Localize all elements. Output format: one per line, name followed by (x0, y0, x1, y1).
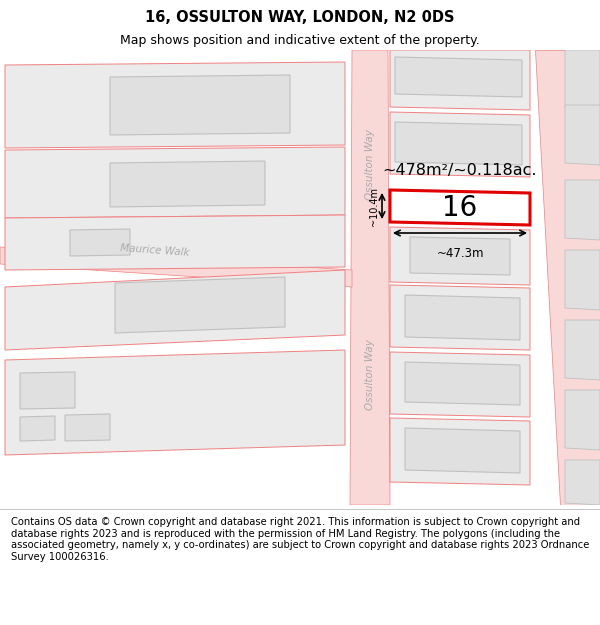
Polygon shape (70, 229, 130, 256)
Polygon shape (0, 247, 352, 287)
Text: Ossulton Way: Ossulton Way (365, 339, 375, 411)
Polygon shape (565, 250, 600, 310)
Polygon shape (395, 122, 522, 165)
Polygon shape (390, 227, 530, 285)
Text: 16, OSSULTON WAY, LONDON, N2 0DS: 16, OSSULTON WAY, LONDON, N2 0DS (145, 10, 455, 25)
Polygon shape (390, 50, 530, 110)
Polygon shape (390, 112, 530, 177)
Polygon shape (390, 418, 530, 485)
Text: Ossulton Way: Ossulton Way (365, 129, 375, 201)
Polygon shape (390, 190, 530, 225)
Polygon shape (535, 50, 600, 505)
Text: ~47.3m: ~47.3m (436, 247, 484, 260)
Polygon shape (5, 350, 345, 455)
Polygon shape (20, 416, 55, 441)
Polygon shape (565, 390, 600, 450)
Polygon shape (350, 50, 390, 505)
Polygon shape (390, 352, 530, 417)
Text: ~10.4m: ~10.4m (369, 186, 379, 226)
Polygon shape (390, 285, 530, 350)
Polygon shape (565, 105, 600, 165)
Text: Contains OS data © Crown copyright and database right 2021. This information is : Contains OS data © Crown copyright and d… (11, 517, 589, 562)
Polygon shape (410, 237, 510, 275)
Polygon shape (565, 460, 600, 505)
Polygon shape (65, 414, 110, 441)
Text: Maurice Walk: Maurice Walk (120, 242, 190, 258)
Text: ~478m²/~0.118ac.: ~478m²/~0.118ac. (383, 162, 537, 177)
Polygon shape (565, 50, 600, 110)
Polygon shape (405, 428, 520, 473)
Polygon shape (110, 161, 265, 207)
Polygon shape (5, 215, 345, 270)
Polygon shape (405, 362, 520, 405)
Polygon shape (5, 270, 345, 350)
Polygon shape (565, 180, 600, 240)
Polygon shape (565, 320, 600, 380)
Polygon shape (395, 57, 522, 97)
Polygon shape (5, 147, 345, 218)
Polygon shape (115, 277, 285, 333)
Polygon shape (110, 75, 290, 135)
Polygon shape (5, 62, 345, 148)
Polygon shape (405, 295, 520, 340)
Text: Map shows position and indicative extent of the property.: Map shows position and indicative extent… (120, 34, 480, 47)
Polygon shape (20, 372, 75, 409)
Text: 16: 16 (442, 194, 478, 222)
